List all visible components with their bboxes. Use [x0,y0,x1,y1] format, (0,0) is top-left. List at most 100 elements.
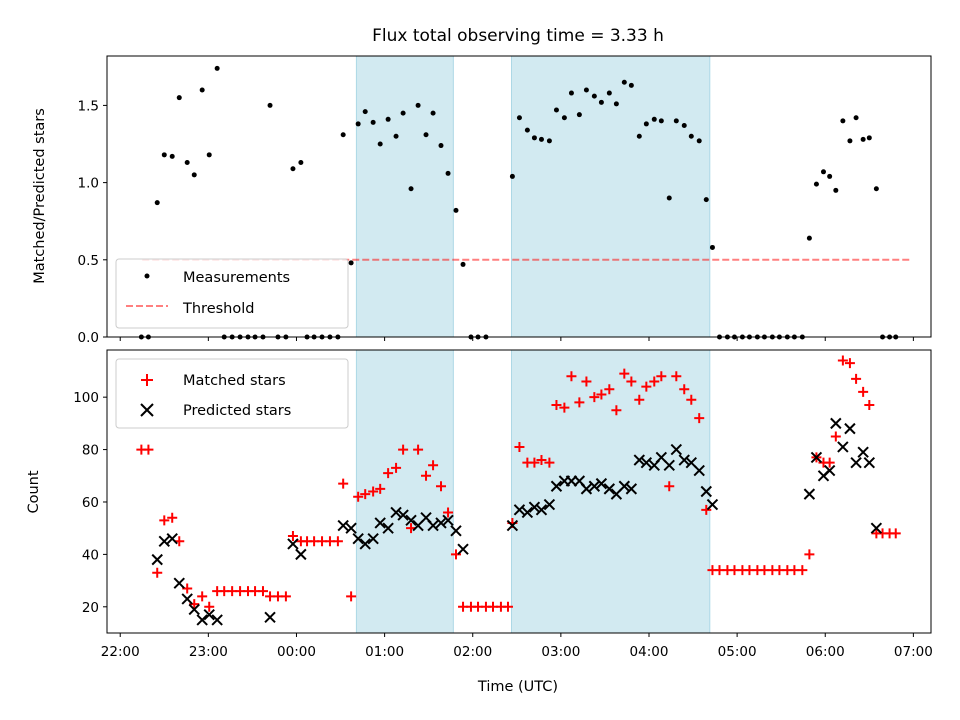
measurement-point [516,115,522,121]
predicted-star-point [663,459,675,472]
predicted-star-point [264,611,276,623]
matched-star-point [566,371,577,382]
predicted-star-point [535,504,548,516]
measurement-point [813,181,819,187]
matched-star-point [338,478,349,489]
matched-star-point [204,601,215,612]
predicted-star-point [640,456,653,469]
legend-threshold-label: Threshold [182,301,254,317]
predicted-star-point [580,483,593,495]
ratio-panel-frame [106,55,932,338]
matched-star-point [596,389,607,400]
y-tick-label: 40 [82,547,99,563]
measurement-point [377,141,383,147]
measurement-point [827,173,833,179]
y-tick-label: 1.5 [78,98,99,114]
x-tick-label: 22:00 [101,644,140,660]
matched-star-point [656,371,667,382]
measurement-point [681,122,687,128]
measurement-point [568,90,574,96]
predicted-star-point [345,522,357,534]
predicted-star-point [390,506,402,519]
matched-star-point [436,481,447,492]
measurement-point [651,116,657,122]
predicted-star-point [295,548,307,561]
measurement-point [154,200,160,206]
predicted-star-point [203,608,215,621]
x-tick-label: 04:00 [630,644,669,660]
measurement-point [199,87,205,93]
measurement-point [385,116,391,122]
matched-star-point [280,591,291,602]
matched-star-point [581,376,592,387]
measurement-point [538,136,544,142]
measurement-point [267,102,273,108]
y-tick-label: 1.0 [78,176,99,192]
matched-star-point [686,394,697,405]
measurement-point [214,65,220,71]
y-tick-label: 0.5 [78,253,99,269]
measurement-point [546,138,552,144]
matched-star-point [332,536,343,547]
measurement-point [621,79,627,85]
measurement-point [393,133,399,139]
matched-star-point [679,384,690,395]
counts-legend-box [115,358,349,429]
x-axis-label: Time (UTC) [477,679,558,695]
predicted-star-point [359,538,371,550]
measurement-point [206,152,212,158]
measurement-point [666,195,672,201]
measurement-point [833,187,839,193]
measurement-point [509,173,515,179]
measurement-point [298,160,304,166]
measurement-point [290,166,296,172]
measurement-point [709,244,715,250]
legend-measurements-label: Measurements [183,270,290,286]
x-tick-label: 00:00 [277,644,316,660]
predicted-star-point [528,501,541,513]
predicted-star-point [844,422,856,435]
predicted-star-point [506,519,519,532]
measurement-point [643,121,649,127]
measurement-point [445,170,451,176]
predicted-star-point [158,535,170,547]
counts-y-axis-label: Count [26,470,42,513]
measurement-point [688,133,694,139]
measurement-point [370,119,376,125]
predicted-star-point [700,485,712,498]
observing-window-shade [511,55,711,338]
matched-star-point [398,444,409,455]
measurement-point [591,93,597,99]
predicted-star-point [367,532,379,545]
measurement-point [340,132,346,138]
measurement-point [362,109,368,115]
predicted-star-point [521,506,534,519]
predicted-star-point [287,538,299,550]
predicted-star-point [595,477,608,490]
matched-star-point [649,376,660,387]
ratio-y-axis-label: Matched/Predicted stars [32,108,48,284]
predicted-star-point [513,504,526,516]
matched-star-point [804,549,815,560]
matched-star-point [551,400,562,411]
matched-star-point [858,386,869,397]
matched-star-point [864,400,875,411]
matched-star-point [611,405,622,416]
measurement-point [524,127,530,133]
matched-star-point [391,462,402,473]
predicted-star-point [450,525,462,537]
matched-star-point [890,528,901,539]
measurement-point [673,118,679,124]
matched-star-point [197,591,208,602]
y-tick-label: 60 [82,495,99,511]
ratio-legend: Measurements Threshold [115,258,349,329]
matched-star-point [559,402,570,413]
measurement-point [847,138,853,144]
x-tick-label: 05:00 [718,644,757,660]
predicted-star-point [211,614,223,626]
chart-title: Flux total observing time = 3.33 h [372,26,664,46]
predicted-star-point [618,480,631,492]
matched-star-point [797,565,808,576]
measurement-point [400,110,406,116]
matched-star-point [514,441,525,452]
